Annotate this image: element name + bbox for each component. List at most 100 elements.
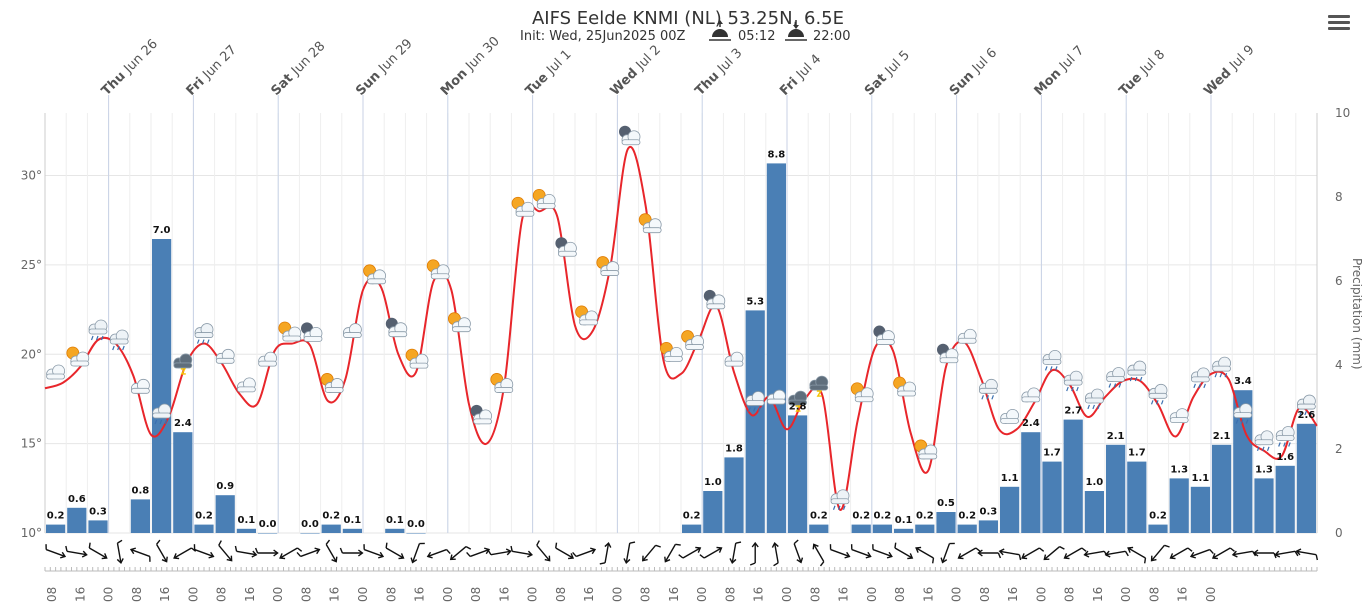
rain-cloud-icon [1254,430,1274,451]
wind-barb [419,542,425,545]
precip-label: 0.3 [980,506,998,517]
y-axis-right-label: Precipitation (mm) [1350,258,1362,370]
x-tick-label: 08 [978,587,992,602]
precip-label: 2.7 [1064,406,1082,417]
rain-part [1203,383,1206,389]
wind-barb [735,541,742,544]
precip-label: 7.0 [153,225,171,236]
x-tick-label: 00 [441,587,455,602]
wind-arrow [1127,546,1147,564]
x-tick-label: 00 [780,587,794,602]
wind-barb [1294,550,1299,557]
wind-barb [1187,547,1193,552]
wind-shaft [793,543,802,563]
rain-part [159,419,163,425]
cloud-part [939,357,959,364]
precip-label: 5.3 [746,296,764,307]
wind-barb [296,551,302,557]
x-tick-label: 00 [526,587,540,602]
rain-cloud-icon [109,329,129,351]
cloud-part [642,227,662,234]
rain-part [991,395,994,400]
wind-shaft [958,547,977,559]
x-tick-label: 00 [1204,587,1218,602]
cloud-part [515,210,535,217]
wind-head [161,556,168,563]
precip-bar [385,528,405,533]
wind-head [1043,554,1050,561]
precip-label: 1.3 [1255,464,1273,475]
cloud-part [451,326,471,333]
cloud-part [236,386,256,393]
x-tick-label: 08 [723,587,737,602]
wind-shaft [116,543,122,563]
rain-part [112,345,115,351]
precip-label: 1.6 [1276,452,1294,463]
wind-arrow [872,544,893,559]
wind-shaft [1127,547,1146,559]
cloud-part [536,202,556,209]
wind-arrow [599,542,612,565]
precip-label: 1.7 [1043,448,1061,459]
precip-label: 8.8 [768,149,786,160]
wind-barb [829,544,832,550]
precip-bar [194,524,214,533]
wind-head [623,558,631,564]
wind-shaft [385,547,404,559]
wind-shaft [1084,550,1105,556]
chart-menu-button[interactable] [1326,12,1352,34]
wind-barb [465,545,472,550]
precip-bar [321,524,341,533]
wind-arrow [65,545,88,558]
moon-cloud-icon [470,404,493,425]
cloud-icon [46,364,65,380]
cloud-part [152,412,172,419]
precip-label: 0.5 [937,498,955,509]
wind-head [1295,548,1302,556]
wind-arrow [129,547,151,562]
x-tick-label: 16 [667,587,681,602]
precip-label: 0.8 [132,485,150,496]
wind-head [886,551,893,559]
wind-shaft [1021,547,1040,559]
wind-barb [65,545,68,552]
precip-bar [1106,444,1126,533]
cloud-part [303,335,323,342]
cloud-icon [1000,408,1019,424]
wind-shaft [813,543,825,563]
wind-barb [1273,552,1277,559]
wind-shaft [173,547,192,559]
cloud-icon [215,348,235,364]
y-tick-label: 4 [1335,358,1343,372]
wind-arrow [1231,550,1257,558]
wind-shaft [411,543,421,563]
wind-arrow [254,547,279,557]
precip-label: 0.2 [810,511,828,522]
cloud-part [1148,392,1168,399]
cloud-part [1297,403,1316,410]
cloud-part [918,453,938,460]
rain-cloud-icon [1085,388,1104,410]
thunder-cloud-icon [788,390,807,412]
precip-bar [406,533,426,534]
wind-shaft [664,543,677,563]
y-tick-label: 10° [21,526,42,540]
cloud-part [979,387,998,394]
day-label: Thu Jun 26 [99,37,161,99]
wind-arrow [1169,547,1193,560]
x-tick-label: 08 [130,587,144,602]
cloud-part [1000,417,1019,424]
precip-bar [1063,419,1083,533]
precip-label: 0.2 [195,511,213,522]
cloud-icon [1169,408,1189,424]
wind-head [1104,550,1111,558]
precip-bar [766,163,786,533]
rain-part [206,339,210,344]
precip-bar [88,520,108,533]
cloud-part [215,357,235,364]
precip-bar [788,415,808,533]
wind-arrow [793,539,804,564]
rain-part [1129,376,1133,382]
cloud-part [1063,379,1083,386]
precip-bar [300,533,320,534]
